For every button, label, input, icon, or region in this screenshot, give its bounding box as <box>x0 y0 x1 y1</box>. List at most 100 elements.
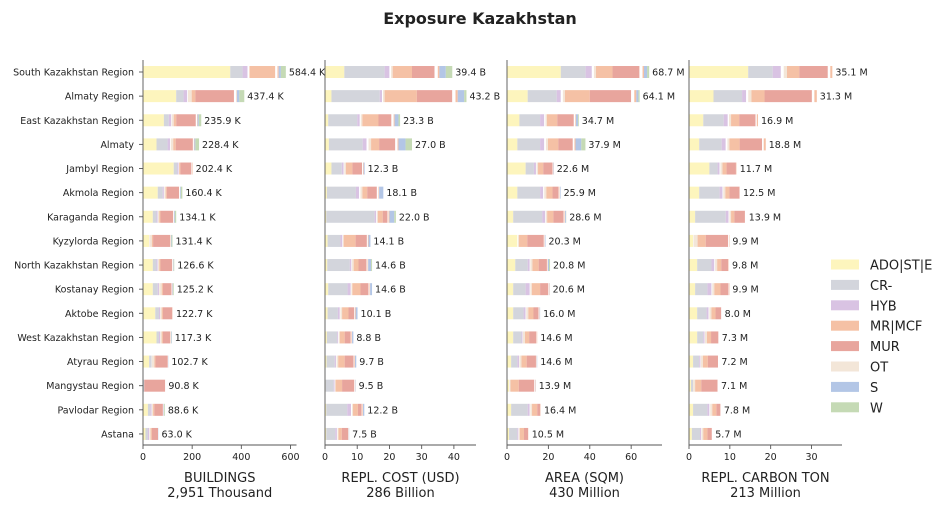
bar-segment <box>376 210 378 223</box>
bar-segment <box>143 66 231 78</box>
bar-segment <box>359 186 361 199</box>
bar-segment <box>391 114 394 127</box>
legend-label: W <box>870 401 883 416</box>
bar-segment <box>559 186 561 199</box>
bar-segment <box>513 283 526 296</box>
bar-segment <box>574 138 576 151</box>
bar-segment <box>521 355 527 368</box>
bar-segment <box>519 427 524 440</box>
bar-segment <box>160 307 162 320</box>
bar-segment <box>507 90 528 103</box>
bar-value-label: 5.7 M <box>715 429 741 440</box>
bar-segment <box>527 90 557 103</box>
bar-segment <box>464 90 467 103</box>
x-axis-subtitle: 213 Million <box>730 486 801 501</box>
bar-segment <box>149 427 151 440</box>
bar-value-label: 27.0 B <box>415 140 446 151</box>
bar-segment <box>711 331 719 344</box>
bar-segment <box>397 138 399 151</box>
bar-segment <box>558 138 573 151</box>
bar-segment <box>394 210 396 223</box>
bar-value-label: 22.6 M <box>557 164 589 175</box>
bar-segment <box>593 66 596 78</box>
bar-segment <box>337 307 340 320</box>
bar-segment <box>354 379 355 392</box>
bar-segment <box>170 138 171 151</box>
bar-segment <box>398 138 406 151</box>
bar-segment <box>343 162 345 175</box>
panel-1: 584.4 K 437.4 K 235.9 K 228.4 K 202.4 K 160.4… <box>13 60 326 501</box>
bar-segment <box>545 114 547 127</box>
bar-segment <box>160 259 173 272</box>
bar-segment <box>354 355 357 368</box>
bar-segment <box>532 403 538 416</box>
bar-segment <box>700 427 702 440</box>
bar-segment <box>239 90 245 103</box>
bar-segment <box>326 403 348 416</box>
bar-segment <box>143 403 148 416</box>
bar-segment <box>342 307 349 320</box>
panel-4: 35.1 M 31.3 M 16.9 M 18.8 M 11.7 M 12.5 M 13.9… <box>686 60 868 501</box>
bar-segment <box>368 283 370 296</box>
bar-segment <box>780 66 784 78</box>
bar-segment <box>706 307 709 320</box>
x-axis-label: BUILDINGS <box>184 471 255 486</box>
bar-segment <box>546 186 553 199</box>
bar-segment <box>577 114 579 127</box>
bar-segment <box>527 403 530 416</box>
bar-value-label: 10.5 M <box>532 429 564 440</box>
bar-segment <box>349 259 352 272</box>
bar-segment <box>547 138 559 151</box>
bar-segment <box>702 355 708 368</box>
bar-segment <box>689 283 696 296</box>
bar-segment <box>352 331 354 344</box>
bar-segment <box>526 307 529 320</box>
bar-value-label: 31.3 M <box>820 92 852 103</box>
bar-segment <box>734 210 745 223</box>
bar-segment <box>278 66 281 78</box>
x-tick-label: 30 <box>416 452 428 463</box>
x-axis-label: REPL. CARBON TON <box>701 471 829 486</box>
bar-segment <box>711 307 716 320</box>
bar-segment <box>547 210 554 223</box>
bar-segment <box>728 210 730 223</box>
bar-segment <box>150 427 152 440</box>
legend-label: MR|MCF <box>870 320 922 335</box>
y-tick-label: South Kazakhstan Region <box>13 68 134 79</box>
bar-segment <box>327 234 341 247</box>
legend-swatch <box>831 341 859 352</box>
bar-segment <box>161 307 163 320</box>
panel-3: 68.7 M 64.1 M 34.7 M 37.9 M 22.6 M 25.9 M 28.6… <box>504 60 685 501</box>
bar-segment <box>689 90 714 103</box>
x-axis-label: REPL. COST (USD) <box>341 471 459 486</box>
bar-segment <box>714 283 721 296</box>
bar-segment <box>351 403 353 416</box>
bar-segment <box>731 210 735 223</box>
bar-segment <box>549 259 551 272</box>
bar-segment <box>335 379 343 392</box>
bar-segment <box>748 90 752 103</box>
bar-segment <box>163 114 169 127</box>
bar-value-label: 14.6 M <box>540 333 572 344</box>
bar-segment <box>367 186 377 199</box>
bar-segment <box>527 234 544 247</box>
bar-segment <box>159 210 161 223</box>
bar-segment <box>689 259 698 272</box>
bar-segment <box>533 162 536 175</box>
bar-segment <box>517 234 518 247</box>
bar-segment <box>517 138 541 151</box>
bar-segment <box>156 138 168 151</box>
bar-segment <box>723 114 728 127</box>
bar-segment <box>538 307 540 320</box>
bar-segment <box>374 210 377 223</box>
bar-segment <box>152 210 157 223</box>
bar-value-label: 18.8 M <box>769 140 801 151</box>
bar-segment <box>631 90 635 103</box>
bar-value-label: 88.6 K <box>168 405 199 416</box>
bar-value-label: 228.4 K <box>202 140 239 151</box>
bar-segment <box>530 283 532 296</box>
bar-segment <box>174 210 177 223</box>
bar-value-label: 64.1 M <box>643 92 675 103</box>
bar-segment <box>157 283 159 296</box>
bar-segment <box>707 427 712 440</box>
